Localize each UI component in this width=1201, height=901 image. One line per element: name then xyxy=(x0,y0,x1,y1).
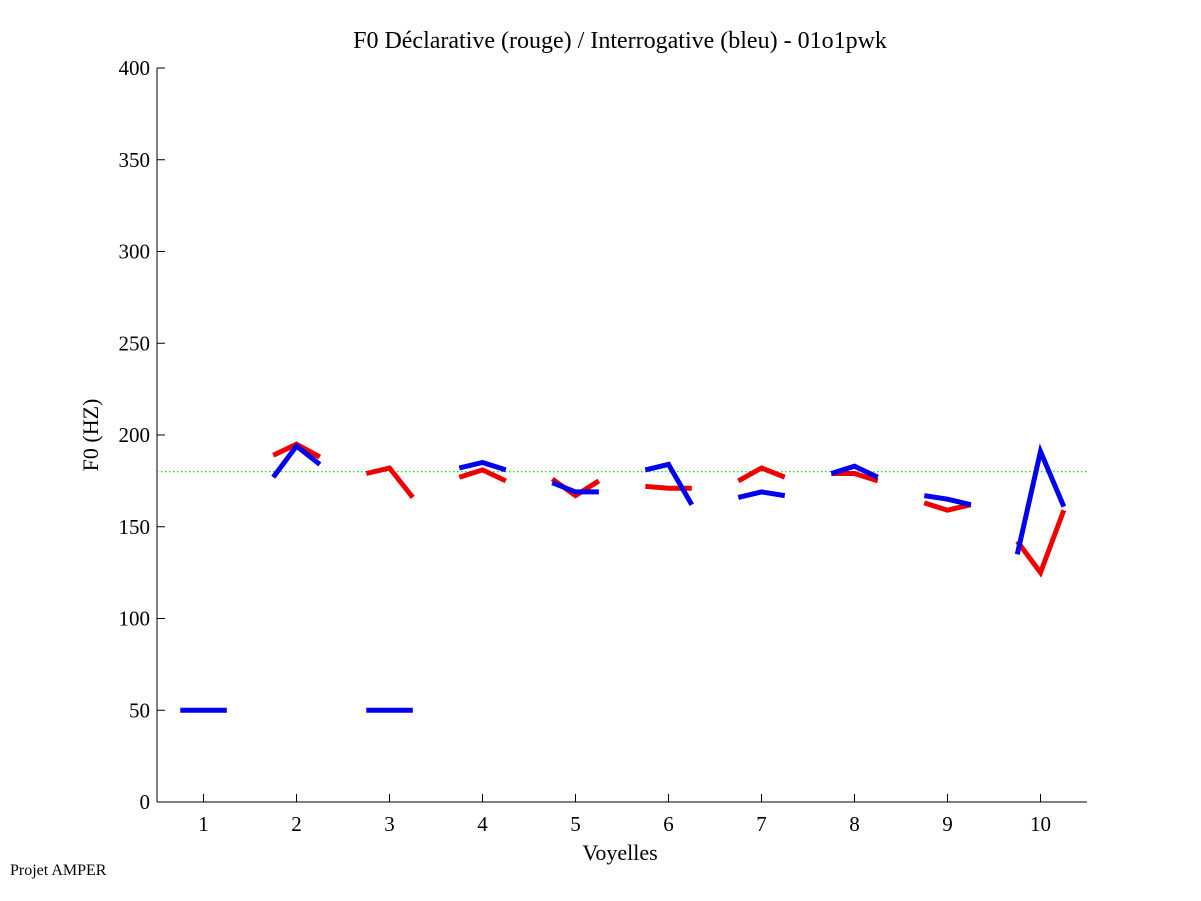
x-tick-label: 1 xyxy=(198,812,209,836)
x-tick-label: 4 xyxy=(477,812,488,836)
y-tick-label: 350 xyxy=(119,148,151,172)
plot-area xyxy=(157,68,1087,802)
y-tick-label: 300 xyxy=(119,240,151,264)
series-group xyxy=(180,441,1067,713)
x-tick-label: 9 xyxy=(942,812,953,836)
y-tick-label: 200 xyxy=(119,423,151,447)
series-line-déclarative-vowel-3 xyxy=(365,465,415,499)
series-line-interrogative-vowel-9 xyxy=(923,493,972,508)
y-tick-label: 0 xyxy=(140,790,151,814)
x-tick-label: 7 xyxy=(756,812,767,836)
x-tick-label: 10 xyxy=(1030,812,1051,836)
y-ticks: 0 50 100 150 200 250 300 350 400 xyxy=(119,56,165,814)
y-tick-label: 150 xyxy=(119,515,151,539)
series-line-déclarative-vowel-4 xyxy=(458,467,507,484)
x-ticks: 1 2 3 4 5 6 7 8 9 10 xyxy=(198,794,1051,836)
series-line-interrogative-vowel-2 xyxy=(271,442,322,479)
series-line-interrogative-vowel-4 xyxy=(458,459,507,473)
x-axis-label: Voyelles xyxy=(582,840,657,865)
x-tick-label: 2 xyxy=(291,812,302,836)
y-tick-label: 50 xyxy=(129,698,150,722)
y-tick-label: 100 xyxy=(119,607,151,631)
footer-label: Projet AMPER xyxy=(10,862,107,879)
chart-title: F0 Déclarative (rouge) / Interrogative (… xyxy=(353,28,887,54)
x-tick-label: 6 xyxy=(663,812,674,836)
x-tick-label: 3 xyxy=(384,812,395,836)
series-line-déclarative-vowel-7 xyxy=(737,465,786,484)
series-line-déclarative-vowel-9 xyxy=(923,500,972,513)
series-line-interrogative-vowel-5 xyxy=(551,480,599,495)
y-tick-label: 400 xyxy=(119,56,151,80)
series-line-interrogative-vowel-8 xyxy=(830,463,879,480)
series-line-interrogative-vowel-7 xyxy=(737,489,786,500)
series-line-interrogative-vowel-6 xyxy=(644,461,694,506)
series-line-interrogative-vowel-10 xyxy=(1014,443,1067,555)
series-line-déclarative-vowel-10 xyxy=(1015,509,1067,578)
y-tick-label: 250 xyxy=(119,331,151,355)
x-tick-label: 5 xyxy=(570,812,581,836)
x-tick-label: 8 xyxy=(849,812,860,836)
y-axis-label: F0 (HZ) xyxy=(78,399,103,472)
